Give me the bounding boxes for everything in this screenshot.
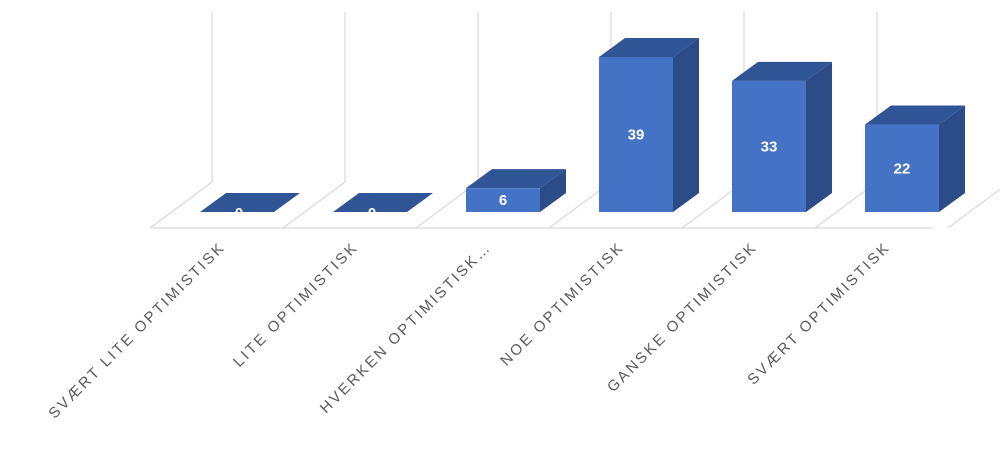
bar-top <box>466 169 566 189</box>
bar-top <box>200 193 300 212</box>
data-label: 39 <box>628 126 645 143</box>
bar-side <box>540 169 566 212</box>
bar-side <box>673 37 699 212</box>
bar-top <box>865 105 965 125</box>
category-label: NOE OPTIMISTISK <box>497 239 628 370</box>
data-label: 22 <box>894 160 911 177</box>
data-label: 6 <box>499 192 507 209</box>
bar-top <box>333 193 433 212</box>
bar <box>599 56 673 212</box>
data-label: 33 <box>761 138 778 155</box>
category-labels-layer: SVÆRT LITE OPTIMISTISK LITE OPTIMISTISKHV… <box>45 239 893 422</box>
bar <box>865 124 939 212</box>
floor-gridline <box>149 181 213 229</box>
bar-side <box>939 105 965 212</box>
bar-top <box>732 61 832 81</box>
bar <box>732 80 806 212</box>
category-label: GANSKE OPTIMISTISK <box>604 239 761 396</box>
category-label: SVÆRT LITE OPTIMISTISK <box>45 239 228 422</box>
data-label: 0 <box>368 205 376 222</box>
bar-top <box>599 37 699 57</box>
category-label: LITE OPTIMISTISK <box>230 239 362 371</box>
bars-layer <box>200 37 965 213</box>
floor-gridline <box>282 181 346 229</box>
data-label: 0 <box>235 205 243 222</box>
category-label: SVÆRT OPTIMISTISK <box>744 239 894 389</box>
bar-side <box>806 61 832 213</box>
data-labels-layer: 0 0 6 39 33 22 <box>235 126 911 222</box>
bar <box>466 188 540 212</box>
